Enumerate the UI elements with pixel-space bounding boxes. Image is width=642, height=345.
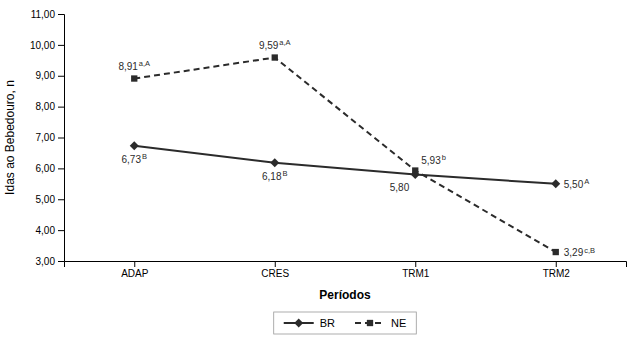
y-tick: 11,00 bbox=[31, 9, 64, 20]
x-tick-mark bbox=[275, 261, 276, 267]
data-label-value: 3,29 bbox=[564, 247, 584, 258]
y-tick-mark bbox=[58, 230, 64, 231]
marks bbox=[130, 54, 560, 255]
y-tick-label: 4,00 bbox=[36, 225, 56, 236]
y-tick-label: 7,00 bbox=[36, 132, 56, 143]
x-tick-label: TRM2 bbox=[543, 268, 571, 279]
chart: 3,00 4,00 5,00 6,00 7,00 8,00 9,00 10,00 11,00 AD… bbox=[0, 0, 642, 345]
y-tick-mark bbox=[58, 199, 64, 200]
series-line bbox=[134, 146, 556, 184]
y-tick-mark bbox=[58, 107, 64, 108]
data-label: 6,73B bbox=[122, 152, 147, 164]
data-label: 9,59a,A bbox=[259, 38, 291, 50]
y-tick-mark bbox=[58, 168, 64, 169]
y-tick-label: 9,00 bbox=[36, 70, 56, 81]
y-axis-title: Idas ao Bebedouro, n bbox=[3, 80, 17, 195]
y-tick-label: 8,00 bbox=[36, 101, 56, 112]
y-tick-mark bbox=[58, 76, 64, 77]
data-label-superscript: c,B bbox=[584, 246, 595, 255]
data-label: 3,29c,B bbox=[564, 246, 595, 258]
data-label: 5,80 bbox=[390, 182, 410, 193]
y-tick-mark bbox=[58, 261, 64, 262]
x-tick-label: CRES bbox=[261, 268, 289, 279]
y-tick-mark bbox=[58, 45, 64, 46]
y-tick: 7,00 bbox=[36, 132, 64, 143]
y-tick-label: 3,00 bbox=[36, 256, 56, 267]
data-label-value: 5,80 bbox=[390, 182, 410, 193]
data-label-superscript: B bbox=[282, 169, 287, 178]
x-tick-mark bbox=[415, 261, 416, 267]
data-label-value: 6,73 bbox=[122, 154, 142, 165]
point bbox=[272, 54, 278, 60]
y-tick-mark bbox=[58, 14, 64, 15]
x-tick: CRES bbox=[261, 261, 289, 279]
x-tick-label: ADAP bbox=[121, 268, 149, 279]
x-tick: ADAP bbox=[121, 261, 149, 279]
data-label-value: 8,91 bbox=[118, 61, 138, 72]
x-tick-mark bbox=[134, 261, 135, 267]
x-axis-line bbox=[65, 262, 627, 268]
plot: 3,00 4,00 5,00 6,00 7,00 8,00 9,00 10,00 11,00 AD… bbox=[30, 9, 627, 279]
legend-entry: BR bbox=[284, 317, 335, 329]
data-label: 5,50A bbox=[564, 177, 589, 189]
point bbox=[553, 249, 559, 255]
y-tick: 5,00 bbox=[36, 194, 64, 205]
y-tick: 10,00 bbox=[30, 40, 64, 51]
y-axis: 3,00 4,00 5,00 6,00 7,00 8,00 9,00 10,00 11,00 bbox=[30, 9, 65, 267]
y-tick: 3,00 bbox=[36, 256, 64, 267]
legend-label: BR bbox=[320, 317, 335, 329]
y-tick-mark bbox=[58, 138, 64, 139]
data-label: 6,18B bbox=[262, 169, 287, 181]
legend-entry: NE bbox=[355, 317, 406, 329]
y-tick-label: 6,00 bbox=[36, 163, 56, 174]
data-label-value: 5,50 bbox=[564, 179, 584, 190]
data-label-value: 6,18 bbox=[262, 171, 282, 182]
y-tick: 8,00 bbox=[36, 101, 64, 112]
legend-marker bbox=[367, 320, 373, 326]
point bbox=[412, 167, 418, 173]
data-labels: 6,73B6,18B5,805,50A8,91a,A9,59a,A5,93b3,… bbox=[118, 38, 595, 258]
legend-label: NE bbox=[391, 317, 406, 329]
point bbox=[270, 158, 279, 167]
y-tick: 9,00 bbox=[36, 70, 64, 81]
data-label-value: 9,59 bbox=[259, 40, 279, 51]
x-tick: TRM2 bbox=[543, 261, 571, 279]
y-tick: 6,00 bbox=[36, 163, 64, 174]
y-tick-label: 5,00 bbox=[36, 194, 56, 205]
data-label: 8,91a,A bbox=[118, 59, 150, 71]
x-tick-label: TRM1 bbox=[402, 268, 430, 279]
series-line bbox=[134, 58, 556, 253]
point bbox=[551, 179, 560, 188]
data-label-superscript: a,A bbox=[139, 59, 150, 68]
data-label-value: 5,93 bbox=[421, 155, 441, 166]
point bbox=[131, 75, 137, 81]
y-tick-label: 10,00 bbox=[30, 40, 55, 51]
y-axis-line bbox=[58, 15, 65, 262]
x-tick: TRM1 bbox=[402, 261, 430, 279]
x-axis: ADAP CRES TRM1 TRM2 bbox=[65, 261, 627, 279]
point bbox=[130, 141, 139, 150]
y-tick: 4,00 bbox=[36, 225, 64, 236]
data-label-superscript: a,A bbox=[279, 38, 290, 47]
legend: BR NE bbox=[274, 312, 417, 334]
data-label-superscript: A bbox=[584, 177, 589, 186]
x-tick-mark bbox=[556, 261, 557, 267]
y-tick-label: 11,00 bbox=[31, 9, 56, 20]
data-label: 5,93b bbox=[421, 153, 446, 165]
legend-frame bbox=[274, 312, 417, 334]
data-label-superscript: b bbox=[442, 153, 446, 162]
x-axis-title: Períodos bbox=[319, 288, 371, 302]
data-label-superscript: B bbox=[142, 152, 147, 161]
legend-marker bbox=[294, 319, 303, 328]
